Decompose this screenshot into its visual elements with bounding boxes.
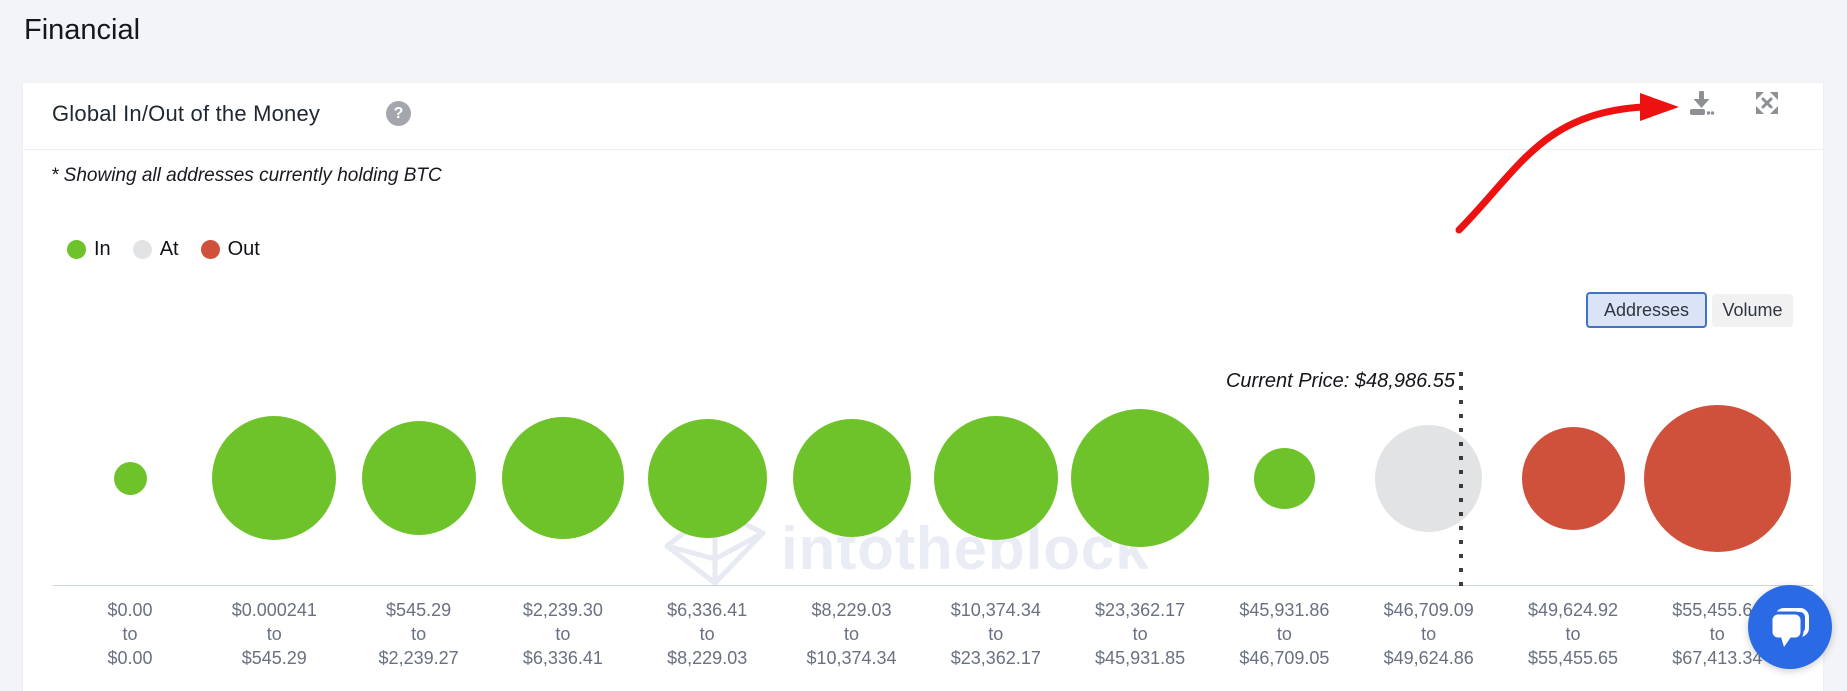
chat-widget-button[interactable] (1748, 585, 1832, 669)
x-axis-label-2: $545.29 to $2,239.27 (378, 600, 459, 668)
expand-icon (1754, 90, 1780, 121)
x-axis-label-5: $8,229.03 to $10,374.34 (806, 600, 897, 668)
x-axis-label-11: $55,455.66 to $67,413.34 (1672, 600, 1763, 668)
help-icon[interactable]: ? (386, 101, 411, 126)
card-title: Global In/Out of the Money (52, 101, 321, 126)
x-axis-label-10: $49,624.92 to $55,455.65 (1527, 600, 1619, 668)
current-price-line (1459, 372, 1463, 590)
bubble-in-4[interactable] (647, 418, 767, 538)
x-axis-label-8: $45,931.86 to $46,709.05 (1239, 600, 1330, 668)
x-axis-label-0: $0.00 to $0.00 (107, 600, 153, 668)
x-axis-label-1: $0.000241 to $545.29 (231, 600, 317, 668)
legend-dot-at (132, 240, 152, 259)
legend-item-out[interactable]: Out (200, 238, 260, 261)
current-price-label: Current Price: $48,986.55 (1225, 370, 1455, 392)
view-toggle: Addresses Volume (1586, 292, 1793, 328)
bubble-in-6[interactable] (933, 416, 1058, 540)
legend-item-in[interactable]: In (67, 238, 111, 261)
page-title: Financial (24, 14, 141, 46)
x-axis-label-3: $2,239.30 to $6,336.41 (522, 600, 603, 668)
x-axis-label-4: $6,336.41 to $8,229.03 (667, 600, 748, 668)
legend-dot-out (200, 240, 220, 259)
bubble-in-0[interactable] (113, 461, 147, 495)
x-axis-label-9: $46,709.09 to $49,624.86 (1383, 600, 1474, 668)
expand-button[interactable] (1751, 89, 1783, 121)
chat-icon (1764, 599, 1816, 656)
legend-label-at: At (159, 238, 179, 260)
volume-toggle-button[interactable]: Volume (1712, 293, 1793, 327)
chart-note: * Showing all addresses currently holdin… (51, 165, 442, 186)
x-axis-line (53, 585, 1813, 586)
bubble-in-5[interactable] (792, 419, 911, 537)
bubble-at-9[interactable] (1375, 424, 1483, 532)
legend-label-in: In (94, 238, 111, 260)
card-header: Global In/Out of the Money ? (23, 83, 1823, 150)
legend-label-out: Out (227, 238, 260, 260)
chart-card: Global In/Out of the Money ? (23, 83, 1823, 691)
bubble-out-11[interactable] (1643, 404, 1791, 552)
chart-legend: In At Out (67, 238, 260, 261)
addresses-toggle-button[interactable]: Addresses (1586, 292, 1707, 328)
legend-dot-in (67, 240, 86, 259)
bubble-in-2[interactable] (361, 421, 476, 535)
download-icon (1687, 89, 1715, 122)
bubble-in-3[interactable] (501, 417, 624, 539)
bubble-in-1[interactable] (212, 416, 337, 540)
legend-item-at[interactable]: At (132, 238, 179, 261)
bubble-in-7[interactable] (1071, 409, 1210, 547)
download-button[interactable] (1685, 89, 1717, 121)
bubble-out-10[interactable] (1521, 426, 1625, 530)
bubble-in-8[interactable] (1253, 447, 1315, 509)
x-axis-label-6: $10,374.34 to $23,362.17 (950, 600, 1041, 668)
x-axis-label-7: $23,362.17 to $45,931.85 (1095, 600, 1186, 668)
